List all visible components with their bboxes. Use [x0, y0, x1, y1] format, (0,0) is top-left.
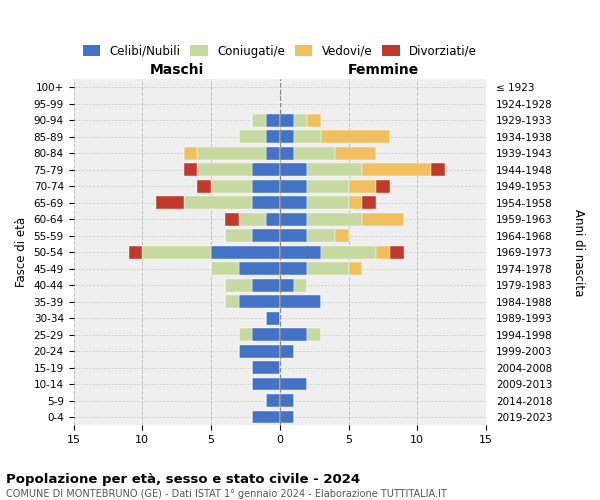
Bar	[390, 246, 404, 258]
Bar	[376, 180, 390, 192]
Bar	[280, 410, 293, 424]
Bar	[239, 262, 280, 275]
Y-axis label: Fasce di età: Fasce di età	[15, 217, 28, 288]
Bar	[253, 180, 280, 192]
Bar	[239, 130, 266, 143]
Bar	[280, 278, 293, 291]
Bar	[253, 378, 280, 390]
Bar	[307, 262, 349, 275]
Bar	[266, 147, 280, 160]
Bar	[253, 328, 280, 341]
Bar	[280, 180, 307, 192]
Bar	[349, 196, 362, 209]
Bar	[239, 344, 280, 358]
Legend: Celibi/Nubili, Coniugati/e, Vedovi/e, Divorziati/e: Celibi/Nubili, Coniugati/e, Vedovi/e, Di…	[78, 40, 482, 62]
Bar	[307, 213, 362, 226]
Bar	[225, 213, 239, 226]
Bar	[156, 196, 184, 209]
Bar	[335, 230, 349, 242]
Bar	[266, 312, 280, 324]
Bar	[280, 114, 293, 127]
Bar	[211, 246, 280, 258]
Bar	[197, 164, 253, 176]
Bar	[253, 114, 266, 127]
Bar	[362, 213, 404, 226]
Bar	[431, 164, 445, 176]
Bar	[280, 130, 293, 143]
Bar	[307, 196, 349, 209]
Bar	[349, 180, 376, 192]
Bar	[280, 147, 293, 160]
Bar	[253, 230, 280, 242]
Bar	[280, 295, 321, 308]
Bar	[280, 164, 307, 176]
Bar	[142, 246, 211, 258]
Text: Maschi: Maschi	[149, 62, 204, 76]
Bar	[321, 246, 376, 258]
Bar	[266, 213, 280, 226]
Bar	[280, 262, 307, 275]
Bar	[184, 147, 197, 160]
Bar	[293, 278, 307, 291]
Bar	[280, 196, 307, 209]
Bar	[321, 130, 390, 143]
Bar	[239, 295, 280, 308]
Y-axis label: Anni di nascita: Anni di nascita	[572, 208, 585, 296]
Bar	[376, 246, 390, 258]
Bar	[280, 394, 293, 407]
Bar	[239, 328, 253, 341]
Bar	[253, 410, 280, 424]
Bar	[293, 130, 321, 143]
Bar	[307, 328, 321, 341]
Bar	[349, 262, 362, 275]
Bar	[128, 246, 142, 258]
Bar	[293, 147, 335, 160]
Text: Popolazione per età, sesso e stato civile - 2024: Popolazione per età, sesso e stato civil…	[6, 472, 360, 486]
Bar	[184, 196, 253, 209]
Bar	[211, 262, 239, 275]
Bar	[266, 394, 280, 407]
Bar	[280, 246, 321, 258]
Bar	[197, 180, 211, 192]
Bar	[307, 114, 321, 127]
Bar	[225, 295, 239, 308]
Text: COMUNE DI MONTEBRUNO (GE) - Dati ISTAT 1° gennaio 2024 - Elaborazione TUTTITALIA: COMUNE DI MONTEBRUNO (GE) - Dati ISTAT 1…	[6, 489, 447, 499]
Bar	[307, 164, 362, 176]
Bar	[362, 196, 376, 209]
Bar	[239, 213, 266, 226]
Bar	[225, 278, 253, 291]
Bar	[184, 164, 197, 176]
Bar	[280, 344, 293, 358]
Bar	[280, 378, 307, 390]
Bar	[253, 164, 280, 176]
Bar	[280, 328, 307, 341]
Bar	[197, 147, 266, 160]
Bar	[335, 147, 376, 160]
Bar	[307, 230, 335, 242]
Bar	[211, 180, 253, 192]
Bar	[253, 361, 280, 374]
Bar	[362, 164, 431, 176]
Bar	[266, 130, 280, 143]
Bar	[280, 213, 307, 226]
Bar	[253, 278, 280, 291]
Bar	[307, 180, 349, 192]
Bar	[293, 114, 307, 127]
Bar	[253, 196, 280, 209]
Bar	[280, 230, 307, 242]
Bar	[225, 230, 253, 242]
Text: Femmine: Femmine	[347, 62, 419, 76]
Bar	[266, 114, 280, 127]
